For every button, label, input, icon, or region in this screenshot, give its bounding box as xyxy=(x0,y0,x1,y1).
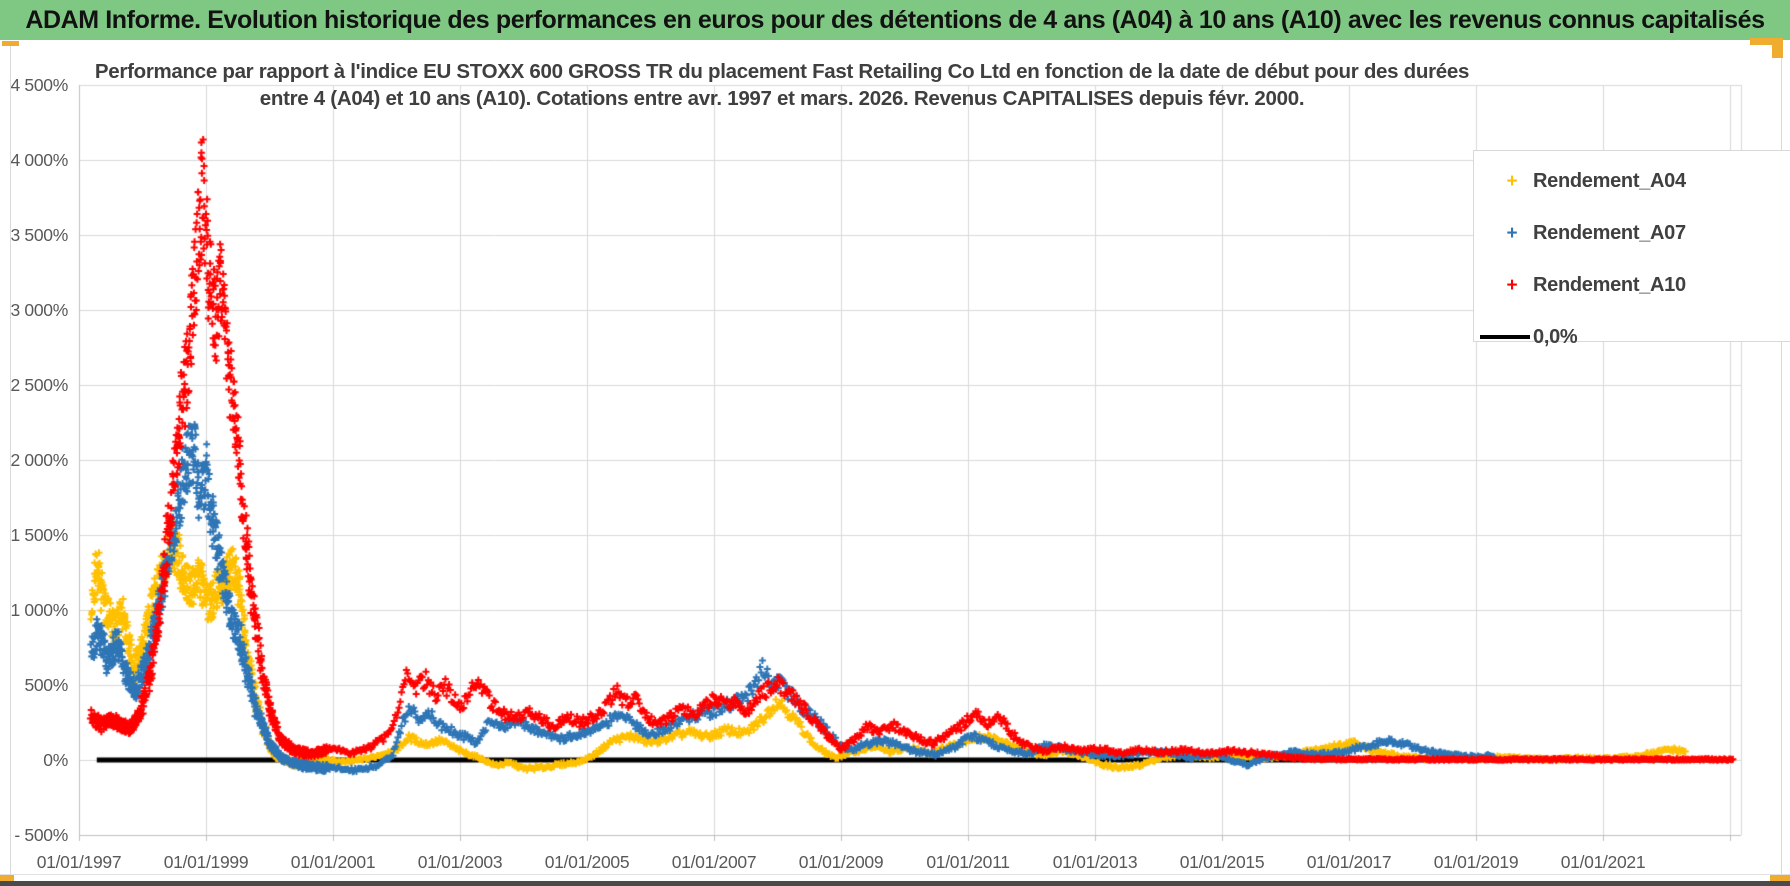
x-axis-tick-label: 01/01/2003 xyxy=(417,852,503,872)
x-axis-tick-label: 01/01/2011 xyxy=(926,852,1010,872)
x-axis: 01/01/1997 01/01/1999 01/01/2001 01/01/2003… xyxy=(0,852,1790,874)
y-axis-tick-label: 500% xyxy=(24,675,68,695)
y-axis-tick-label: 0% xyxy=(43,750,68,770)
chart-legend[interactable]: + Rendement_A04 + Rendement_A07 + Rendement_A… xyxy=(1473,150,1790,348)
x-axis-tick-label: 01/01/1997 xyxy=(36,852,122,872)
top-right-accent-handle-vertical xyxy=(1772,38,1783,58)
legend-zero-line-icon xyxy=(1480,335,1530,339)
chart-title-line-2: entre 4 (A04) et 10 ans (A10). Cotations… xyxy=(259,87,1305,110)
legend-item-rendement-a04[interactable]: + Rendement_A04 xyxy=(1474,168,1686,194)
x-axis-tick-label: 01/01/2007 xyxy=(671,852,757,872)
y-axis-tick-label: 4 500% xyxy=(10,75,68,95)
x-axis-tick-label: 01/01/2001 xyxy=(290,852,376,872)
legend-item-rendement-a10[interactable]: + Rendement_A10 xyxy=(1474,272,1686,298)
top-right-accent-handle xyxy=(1750,38,1783,45)
y-axis-tick-label: 2 500% xyxy=(10,375,68,395)
legend-plus-marker-icon: + xyxy=(1506,170,1518,192)
bottom-left-accent-handle xyxy=(0,875,14,882)
legend-item-label: Rendement_A04 xyxy=(1533,169,1686,192)
y-axis-tick-label: 1 500% xyxy=(10,525,68,545)
x-axis-tick-label: 01/01/1999 xyxy=(163,852,249,872)
page-title: ADAM Informe. Evolution historique des p… xyxy=(0,0,1790,40)
legend-item-label: 0,0% xyxy=(1533,325,1578,348)
y-axis-tick-label: 2 000% xyxy=(10,450,68,470)
x-axis-tick-label: 01/01/2013 xyxy=(1052,852,1138,872)
legend-item-rendement-a07[interactable]: + Rendement_A07 xyxy=(1474,220,1686,246)
legend-item-label: Rendement_A10 xyxy=(1533,273,1686,296)
x-axis-tick-label: 01/01/2019 xyxy=(1433,852,1519,872)
y-axis-tick-label: 3 000% xyxy=(10,300,68,320)
chart-title-line-1: Performance par rapport à l'indice EU ST… xyxy=(94,60,1470,83)
legend-plus-marker-icon: + xyxy=(1506,222,1518,244)
bottom-window-bar xyxy=(0,881,1790,886)
legend-item-label: Rendement_A07 xyxy=(1533,221,1686,244)
top-left-accent-handle xyxy=(2,41,19,46)
x-axis-tick-label: 01/01/2009 xyxy=(798,852,884,872)
y-axis-tick-label: 4 000% xyxy=(10,150,68,170)
y-axis-tick-label: 3 500% xyxy=(10,225,68,245)
bottom-scroll-strip xyxy=(0,874,1790,882)
bottom-right-accent-handle xyxy=(1770,875,1790,882)
right-window-edge xyxy=(1781,58,1782,874)
chart-title[interactable]: Performance par rapport à l'indice EU ST… xyxy=(79,58,1485,112)
x-axis-tick-label: 01/01/2005 xyxy=(544,852,630,872)
y-axis: 4 500% 4 000% 3 500% 3 000% 2 500% 2 000% 1 50… xyxy=(0,0,68,886)
y-axis-tick-label: 1 000% xyxy=(10,600,68,620)
legend-item-0-0-[interactable]: 0,0% xyxy=(1474,324,1578,350)
y-axis-tick-label: - 500% xyxy=(14,825,68,845)
x-axis-tick-label: 01/01/2021 xyxy=(1560,852,1646,872)
left-window-edge xyxy=(10,46,11,874)
legend-plus-marker-icon: + xyxy=(1506,274,1518,296)
x-axis-tick-label: 01/01/2017 xyxy=(1306,852,1392,872)
x-axis-tick-label: 01/01/2015 xyxy=(1179,852,1265,872)
